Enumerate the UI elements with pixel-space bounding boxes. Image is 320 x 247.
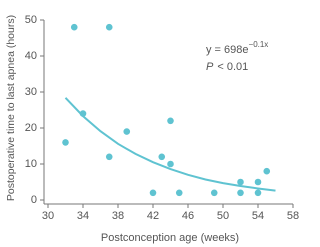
- point: [79, 110, 87, 117]
- point: [254, 189, 262, 197]
- x-tick-label: 54: [252, 210, 264, 222]
- point: [167, 117, 174, 125]
- point: [62, 139, 69, 146]
- point: [167, 160, 174, 168]
- point: [105, 23, 113, 31]
- y-tick-label: 40: [25, 50, 37, 62]
- x-tick-label: 30: [42, 210, 54, 222]
- point: [210, 189, 218, 197]
- y-tick-label: 50: [25, 14, 37, 26]
- x-tick-label: 42: [147, 210, 159, 222]
- y-tick-label: 20: [25, 122, 37, 134]
- y-axis-title: Postoperative time to last apnea (hours): [5, 15, 17, 201]
- x-tick-label: 58: [287, 210, 299, 222]
- x-tick-label: 34: [77, 210, 89, 222]
- chart: Postconception age (weeks) Postoperative…: [5, 14, 299, 244]
- point: [158, 153, 166, 161]
- y-tick-label: 10: [25, 158, 37, 170]
- y-tick-label: 30: [25, 86, 37, 98]
- point: [254, 178, 262, 186]
- point: [237, 178, 244, 186]
- fit-curve: [64, 97, 276, 192]
- x-tick-label: 46: [182, 210, 194, 222]
- point: [175, 189, 183, 197]
- point: [237, 189, 244, 197]
- p-value: P < 0.01: [206, 61, 248, 73]
- x-tick-label: 38: [112, 210, 124, 222]
- x-axis-title: Postconception age (weeks): [101, 232, 239, 244]
- equation: y = 698e−0.1x: [206, 40, 268, 56]
- point: [105, 153, 113, 161]
- point: [149, 189, 157, 197]
- point: [123, 128, 131, 135]
- x-tick-label: 50: [217, 210, 229, 222]
- point: [263, 167, 271, 175]
- point: [70, 23, 78, 31]
- y-tick-label: 0: [31, 194, 37, 206]
